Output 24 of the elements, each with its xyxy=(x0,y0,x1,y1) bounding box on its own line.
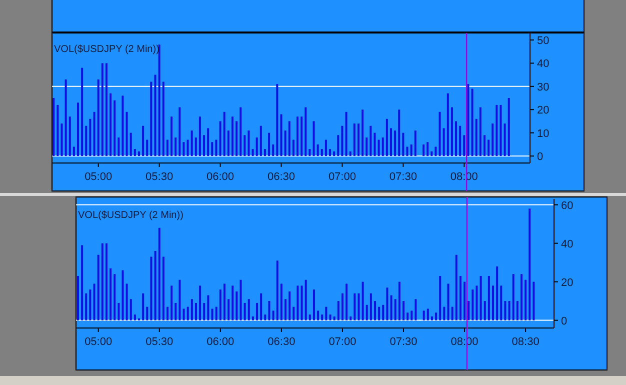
y-tick-label: 30 xyxy=(537,81,550,94)
x-tick-label: 07:00 xyxy=(328,336,356,348)
x-tick-label: 06:00 xyxy=(206,171,234,183)
x-tick-label: 07:30 xyxy=(390,336,418,348)
x-tick-label: 07:30 xyxy=(389,171,417,183)
y-tick-label: 40 xyxy=(561,238,574,250)
x-tick-label: 07:00 xyxy=(328,171,356,183)
y-tick-label: 50 xyxy=(537,34,550,47)
x-tick-label: 05:00 xyxy=(84,171,112,183)
x-tick-label: 05:30 xyxy=(146,171,174,183)
y-tick-label: 60 xyxy=(561,200,574,212)
x-tick-label: 05:30 xyxy=(146,336,174,348)
x-tick-label: 08:30 xyxy=(512,336,540,348)
y-tick-label: 20 xyxy=(561,276,574,289)
x-tick-label: 05:00 xyxy=(84,336,112,348)
x-tick-label: 06:30 xyxy=(267,171,296,183)
text: VOL($USDJPY (2 Min)) xyxy=(78,210,184,221)
y-tick-label: 40 xyxy=(537,58,550,70)
y-tick-label: 0 xyxy=(537,151,544,164)
x-tick-label: 06:00 xyxy=(206,336,234,348)
x-tick-label: 06:30 xyxy=(268,336,296,348)
y-tick-label: 20 xyxy=(537,104,550,117)
y-tick-label: 0 xyxy=(561,315,568,328)
y-tick-label: 10 xyxy=(537,128,550,140)
